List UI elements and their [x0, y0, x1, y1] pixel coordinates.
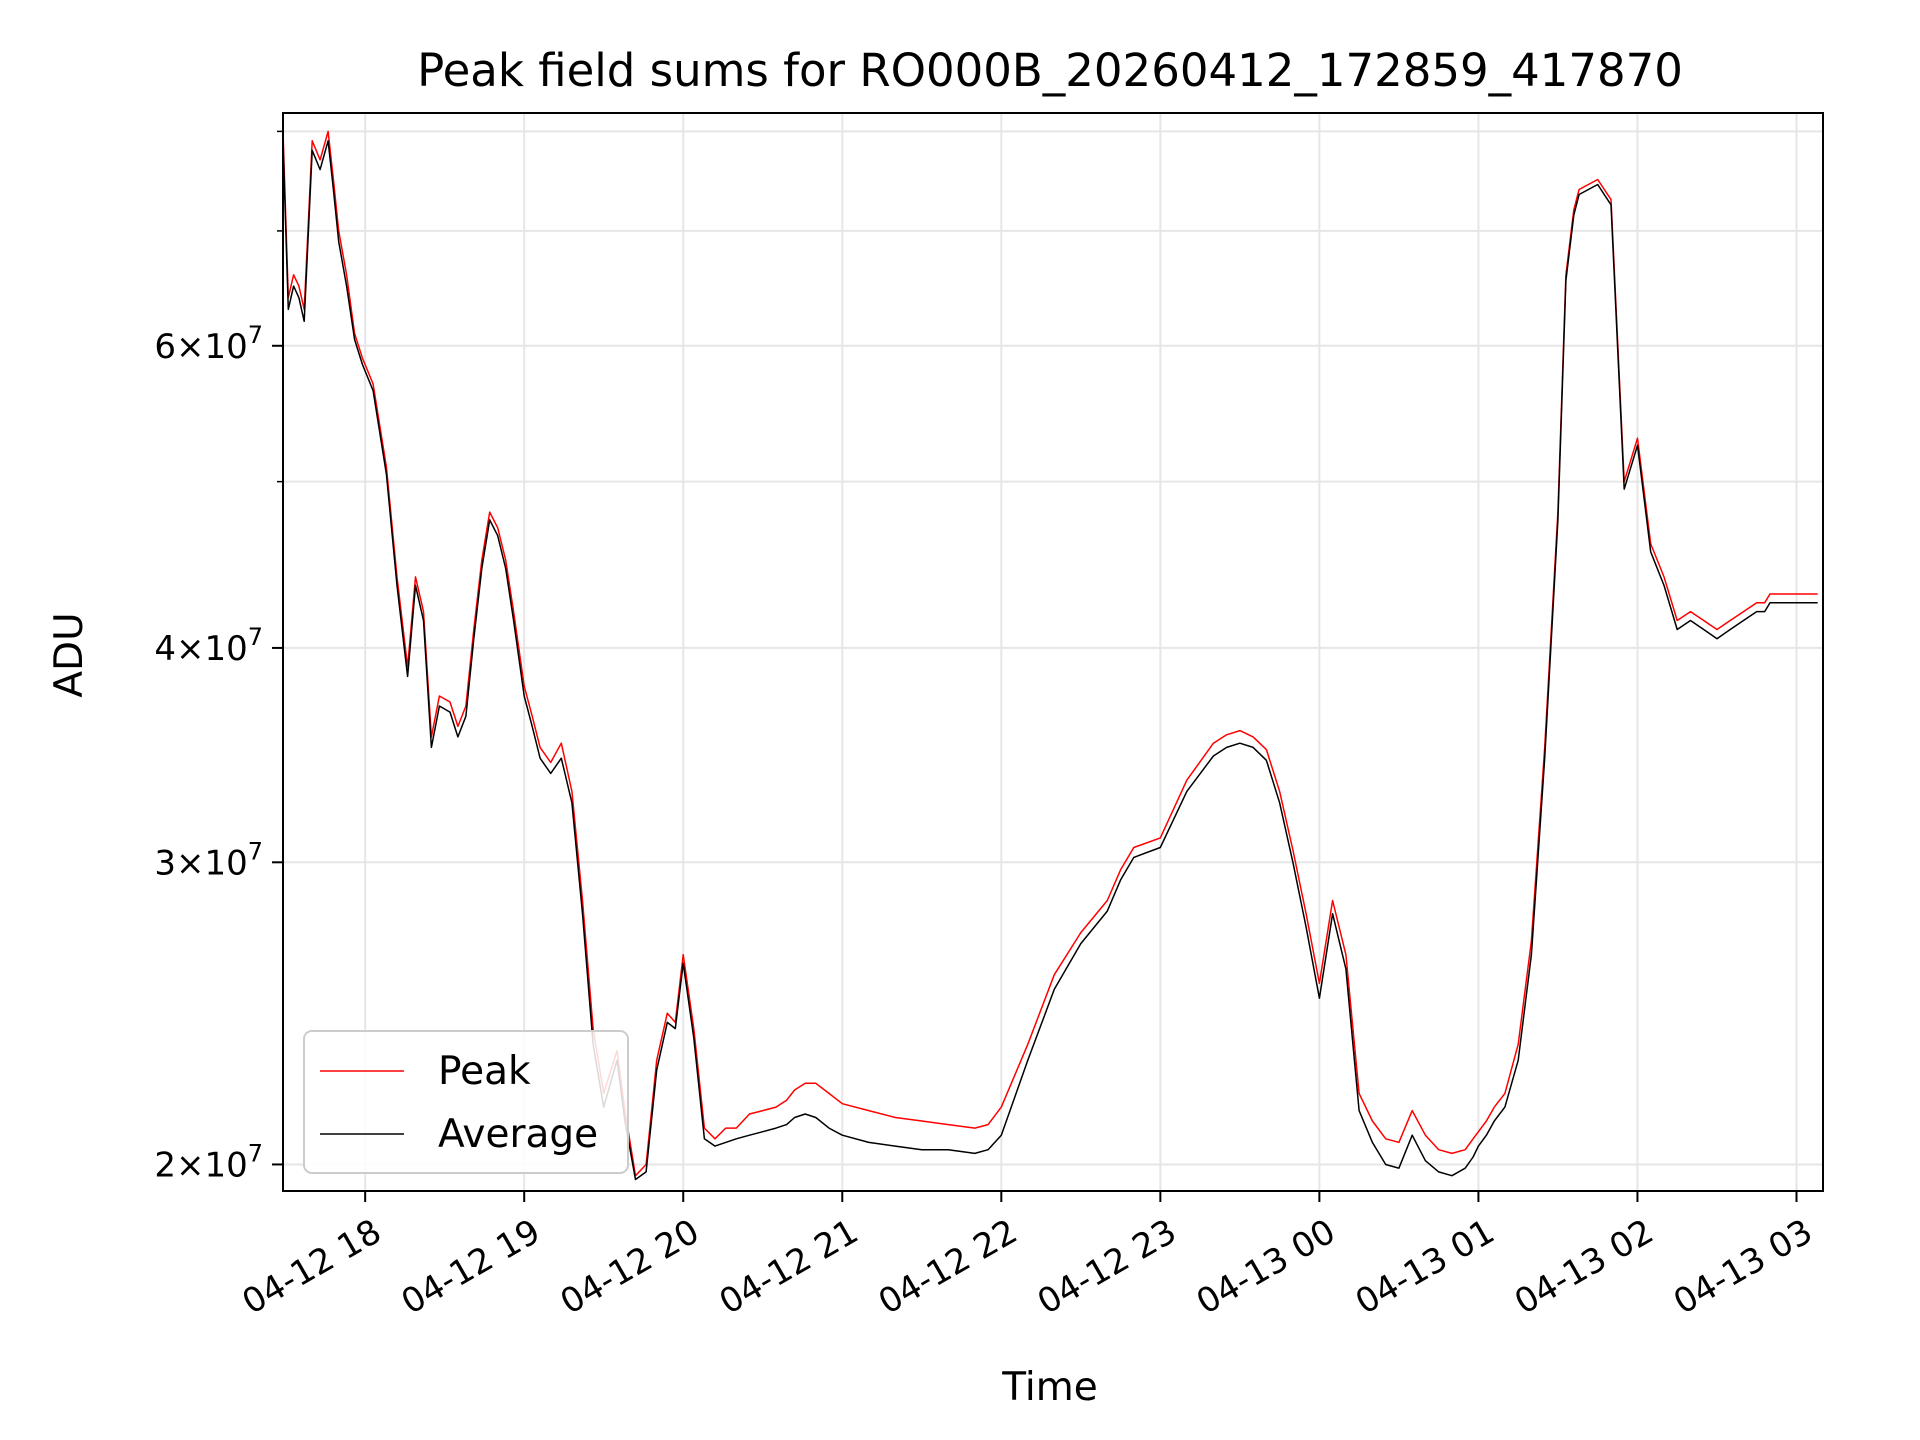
legend: Peak Average: [303, 1030, 629, 1174]
y-tick-label: 4×107: [154, 623, 263, 669]
legend-label-peak: Peak: [438, 1049, 531, 1094]
y-tick-label: 2×107: [154, 1139, 263, 1185]
series-group: [282, 130, 1818, 1181]
y-axis: 2×107 3×107 4×107 6×107: [154, 130, 283, 1185]
chart-title: Peak field sums for RO000B_20260412_1728…: [417, 44, 1683, 97]
legend-label-average: Average: [438, 1112, 598, 1157]
plot-frame: [282, 112, 1824, 1192]
grid: [283, 113, 1823, 1191]
y-axis-label: ADU: [47, 612, 92, 697]
series-line-peak: [282, 130, 1818, 1177]
legend-box: [303, 1030, 629, 1174]
series-line-average: [282, 140, 1818, 1181]
y-tick-label: 3×107: [154, 837, 263, 883]
x-axis-label: Time: [1001, 1365, 1097, 1410]
y-tick-label: 6×107: [154, 321, 263, 367]
